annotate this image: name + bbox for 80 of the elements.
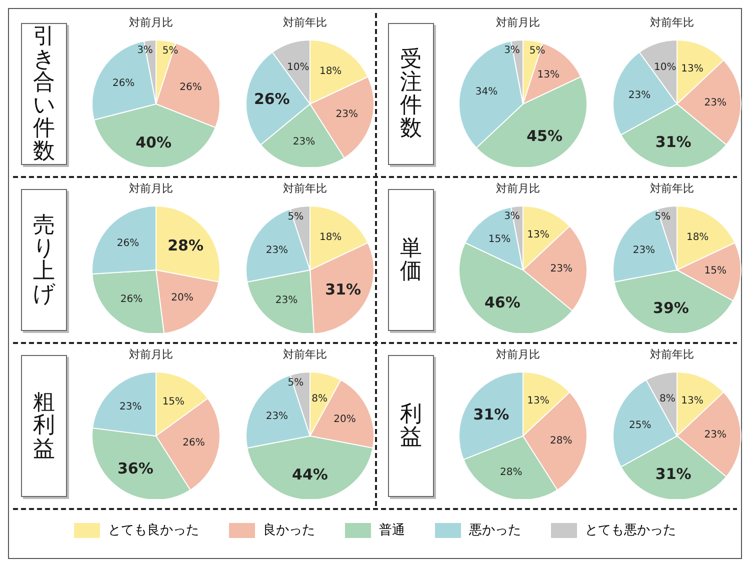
chart-title: 対前月比 — [496, 347, 540, 363]
data-label: 44% — [292, 465, 328, 484]
data-label: 26% — [182, 438, 205, 449]
data-label: 23% — [632, 244, 656, 256]
data-label: 26% — [120, 294, 143, 306]
data-label: 13% — [527, 395, 550, 406]
data-label: 36% — [117, 459, 154, 478]
data-label: 23% — [704, 429, 726, 440]
data-label: 8% — [660, 393, 676, 404]
data-label: 26% — [254, 90, 290, 108]
data-label: 34% — [475, 86, 498, 98]
chart-title: 対前年比 — [650, 347, 694, 363]
legend-label: 悪かった — [469, 522, 521, 539]
chart-title: 対前年比 — [283, 347, 327, 363]
data-label: 3% — [504, 44, 520, 56]
data-label: 15% — [488, 234, 511, 246]
data-label: 28% — [550, 435, 572, 446]
text: 利益 — [400, 402, 422, 450]
data-label: 40% — [136, 133, 172, 152]
data-label: 23% — [266, 410, 288, 422]
data-label: 46% — [484, 293, 520, 312]
data-label: 13% — [681, 63, 704, 74]
chart-title: 対前月比 — [496, 181, 540, 197]
data-label: 10% — [287, 62, 310, 73]
data-label: 23% — [119, 402, 142, 413]
data-label: 18% — [319, 66, 342, 78]
chart-title: 対前年比 — [283, 181, 327, 197]
chart-title: 対前月比 — [129, 347, 173, 363]
data-label: 18% — [319, 232, 342, 244]
data-label: 13% — [537, 70, 560, 81]
legend-label: 良かった — [263, 522, 315, 539]
data-label: 26% — [180, 82, 202, 94]
data-label: 5% — [654, 211, 671, 222]
data-label: 13% — [527, 229, 550, 240]
data-label: 18% — [686, 232, 709, 244]
chart-title: 対前年比 — [650, 15, 694, 31]
data-label: 28% — [168, 236, 204, 255]
data-label: 20% — [334, 414, 356, 426]
data-label: 31% — [655, 133, 692, 152]
legend-label: 普通 — [379, 522, 405, 539]
text: 引き合い件数 — [33, 24, 56, 164]
chart-title: 対前月比 — [129, 15, 173, 31]
data-label: 8% — [312, 393, 328, 404]
data-label: 3% — [137, 44, 153, 56]
data-label: 23% — [704, 97, 726, 108]
chart-title: 対前月比 — [496, 15, 540, 31]
data-label: 5% — [288, 377, 304, 388]
data-label: 25% — [629, 420, 652, 431]
data-label: 23% — [292, 136, 316, 148]
data-label: 13% — [681, 395, 704, 406]
data-label: 39% — [653, 298, 689, 317]
data-label: 45% — [526, 126, 563, 145]
data-label: 31% — [473, 405, 510, 424]
data-label: 15% — [162, 396, 185, 408]
data-label: 5% — [162, 45, 178, 56]
data-label: 31% — [655, 465, 692, 484]
text: 受注件数 — [400, 46, 422, 142]
data-label: 15% — [704, 266, 726, 277]
text: 単価 — [400, 236, 422, 284]
data-label: 23% — [550, 263, 572, 274]
data-label: 3% — [504, 210, 520, 222]
data-label: 23% — [275, 294, 298, 306]
data-label: 23% — [336, 109, 358, 120]
data-label: 28% — [500, 467, 522, 478]
data-label: 23% — [266, 244, 288, 256]
data-label: 23% — [628, 90, 651, 102]
data-label: 31% — [325, 280, 362, 299]
text: 売り上げ — [33, 212, 56, 308]
data-label: 20% — [171, 292, 194, 304]
text: 粗利益 — [33, 390, 55, 462]
data-label: 10% — [654, 62, 676, 73]
chart-title: 対前年比 — [650, 181, 694, 197]
chart-title: 対前月比 — [129, 181, 173, 197]
chart-title: 対前年比 — [283, 15, 327, 31]
data-label: 26% — [112, 78, 135, 89]
legend-label: とても悪かった — [585, 522, 676, 539]
data-label: 26% — [116, 238, 140, 250]
data-label: 5% — [288, 211, 304, 222]
data-label: 5% — [529, 45, 546, 56]
legend-label: とても良かった — [108, 522, 199, 539]
